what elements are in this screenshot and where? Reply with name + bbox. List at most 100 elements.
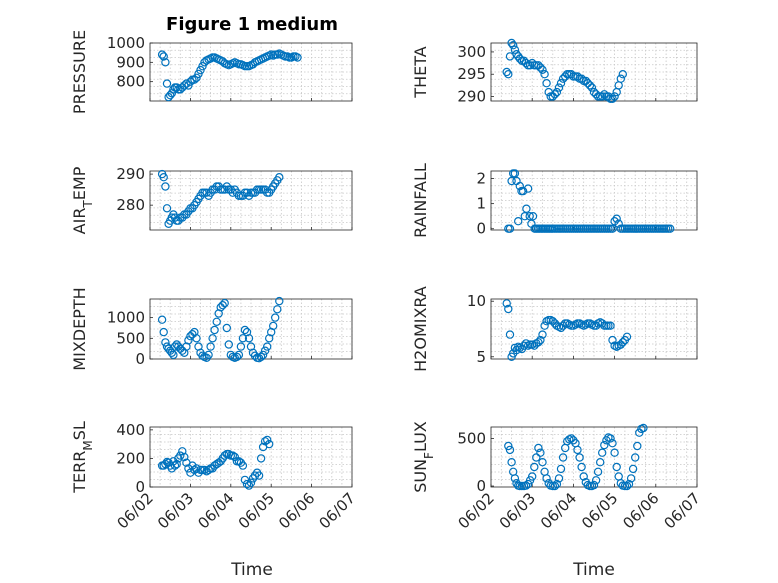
data-point xyxy=(518,186,528,196)
data-point xyxy=(244,334,254,343)
data-point xyxy=(538,458,547,467)
data-point xyxy=(162,204,172,213)
data-point xyxy=(178,447,187,456)
figure-title: Figure 1 medium xyxy=(166,14,338,35)
data-point xyxy=(521,481,531,490)
data-point xyxy=(598,448,607,457)
data-point xyxy=(600,90,609,99)
data-point xyxy=(622,332,632,341)
data-point xyxy=(573,72,582,81)
data-point xyxy=(579,472,588,481)
data-point xyxy=(608,335,617,345)
data-point xyxy=(271,313,280,322)
data-point xyxy=(502,67,511,77)
data-point xyxy=(204,465,213,475)
data-point xyxy=(528,211,538,221)
data-point xyxy=(238,461,248,470)
data-point xyxy=(610,448,619,457)
data-point xyxy=(510,169,520,178)
data-point xyxy=(567,434,576,443)
axes-box xyxy=(149,170,353,231)
data-point xyxy=(521,339,531,348)
y-tick-label: 5 xyxy=(476,348,486,366)
y-axis-label: MIXDEPTH xyxy=(70,287,89,370)
x-tick-label: 06/04 xyxy=(194,489,237,532)
y-tick-label: 1000 xyxy=(107,309,145,327)
data-point xyxy=(196,65,205,75)
data-point xyxy=(198,351,207,360)
data-point xyxy=(612,462,621,472)
data-point xyxy=(622,481,632,491)
data-point xyxy=(550,90,560,99)
data-point xyxy=(265,439,274,449)
data-point xyxy=(515,54,525,63)
data-point xyxy=(505,224,515,233)
y-axis-label: RAINFALL xyxy=(411,163,430,238)
data-point xyxy=(552,479,562,489)
data-point xyxy=(159,52,168,61)
data-point xyxy=(220,298,229,308)
data-point xyxy=(612,214,621,223)
data-point xyxy=(263,435,272,445)
y-tick-label: 290 xyxy=(116,165,145,183)
x-tick-label: 06/02 xyxy=(455,489,498,532)
data-point xyxy=(504,304,513,314)
x-tick-label: 06/03 xyxy=(154,489,197,532)
data-point xyxy=(575,319,584,328)
data-point xyxy=(577,462,586,472)
data-point xyxy=(525,211,534,221)
data-point xyxy=(206,342,215,351)
data-point xyxy=(554,474,564,483)
y-tick-label: 500 xyxy=(457,429,486,447)
data-point xyxy=(222,323,231,333)
data-point xyxy=(542,474,551,483)
data-point xyxy=(504,441,513,451)
data-point xyxy=(593,467,603,476)
data-point xyxy=(520,211,530,221)
data-point xyxy=(614,81,623,90)
data-point xyxy=(554,83,564,92)
y-axis-label: AIRTEMP xyxy=(70,166,95,234)
data-point xyxy=(556,464,566,474)
data-point xyxy=(530,462,539,472)
data-point xyxy=(571,320,580,329)
data-point xyxy=(591,476,601,485)
data-point xyxy=(606,321,615,330)
data-point xyxy=(186,77,195,86)
data-point xyxy=(618,69,628,79)
data-point xyxy=(540,321,549,330)
data-point xyxy=(275,172,284,182)
y-axis-label: SUNFLUX xyxy=(411,421,436,493)
data-point xyxy=(536,448,545,457)
data-point xyxy=(242,479,252,489)
data-point xyxy=(170,461,180,470)
data-point xyxy=(598,92,607,101)
x-tick-label: 06/05 xyxy=(235,489,278,532)
data-point xyxy=(507,458,516,467)
data-point xyxy=(256,352,266,362)
data-point xyxy=(666,224,675,233)
data-point xyxy=(626,474,636,483)
data-point xyxy=(596,458,605,467)
data-point xyxy=(182,79,191,88)
data-point xyxy=(246,478,256,487)
y-tick-label: 2 xyxy=(476,170,486,188)
x-tick-label: 06/07 xyxy=(661,489,704,532)
data-point xyxy=(192,334,201,343)
data-point xyxy=(273,305,282,314)
data-point xyxy=(514,216,523,226)
data-point xyxy=(561,443,570,453)
y-tick-label: 200 xyxy=(116,449,145,467)
data-point xyxy=(589,480,599,490)
data-point xyxy=(180,452,189,462)
data-point xyxy=(254,471,264,480)
data-point xyxy=(234,350,244,360)
data-point xyxy=(192,73,201,83)
data-point xyxy=(169,350,178,360)
data-point xyxy=(200,465,209,475)
data-point xyxy=(161,182,170,191)
data-point xyxy=(228,451,237,460)
data-point xyxy=(628,464,638,474)
